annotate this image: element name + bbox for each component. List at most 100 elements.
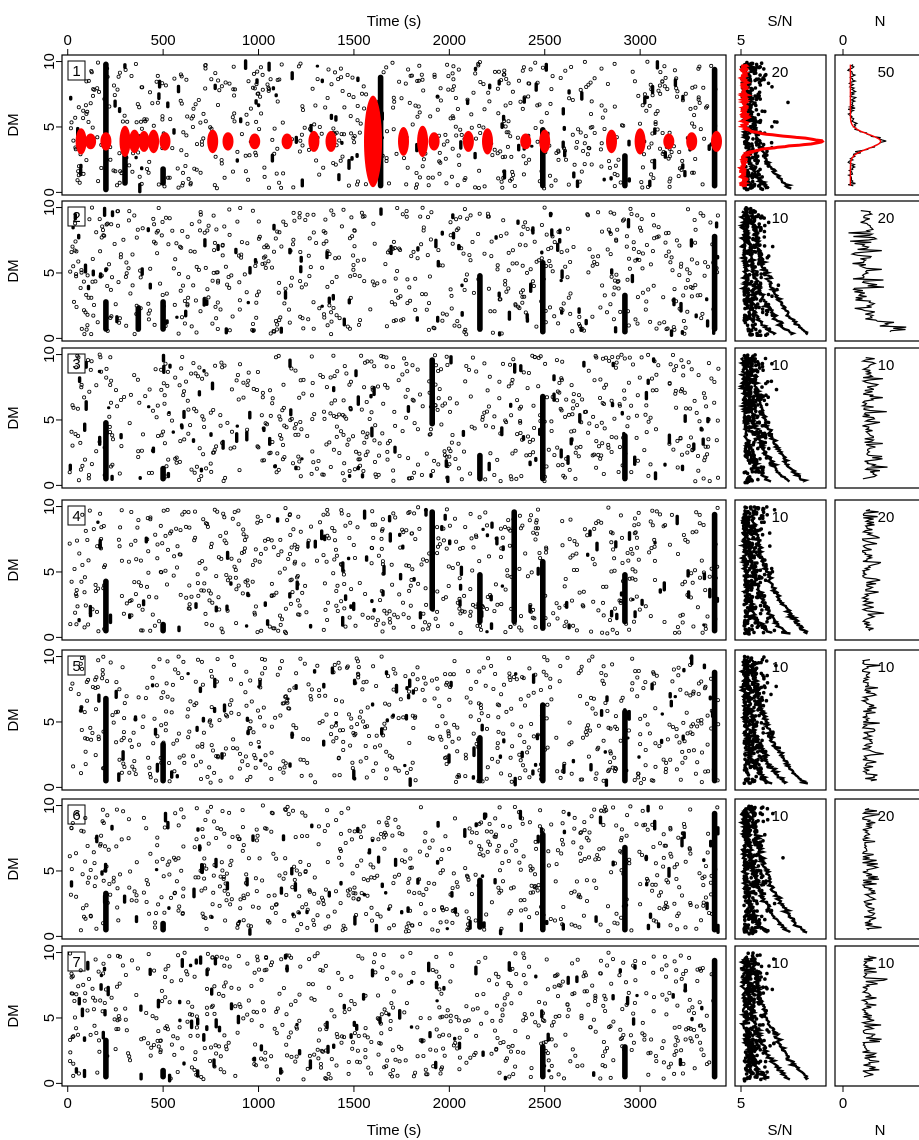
data-point bbox=[685, 731, 690, 736]
candidate-streak bbox=[160, 465, 166, 482]
data-point bbox=[303, 583, 308, 588]
data-point bbox=[109, 222, 114, 227]
sn-point bbox=[769, 566, 774, 571]
data-point bbox=[373, 761, 378, 766]
data-point bbox=[382, 382, 387, 387]
data-point bbox=[87, 217, 92, 222]
data-point bbox=[121, 730, 126, 735]
point-cluster bbox=[312, 669, 317, 674]
data-point bbox=[690, 530, 695, 535]
data-point bbox=[424, 451, 429, 456]
data-point bbox=[501, 682, 506, 687]
data-point bbox=[391, 105, 396, 110]
data-point bbox=[521, 172, 526, 177]
data-point bbox=[339, 599, 344, 604]
data-point bbox=[260, 72, 265, 77]
sn-point bbox=[772, 120, 777, 124]
data-point bbox=[509, 381, 514, 386]
data-point bbox=[245, 778, 250, 783]
data-point bbox=[208, 125, 213, 130]
data-point bbox=[452, 659, 457, 664]
sn-point bbox=[758, 97, 762, 101]
point-cluster bbox=[350, 156, 354, 161]
data-point bbox=[201, 417, 206, 422]
data-point bbox=[312, 122, 317, 127]
sn-point bbox=[770, 85, 774, 89]
data-point bbox=[616, 279, 621, 284]
data-point bbox=[468, 511, 473, 516]
data-point bbox=[683, 537, 688, 542]
data-point bbox=[511, 357, 516, 362]
data-point bbox=[492, 414, 497, 419]
data-point bbox=[311, 460, 316, 465]
data-point bbox=[618, 309, 623, 314]
data-point bbox=[250, 579, 255, 584]
data-point bbox=[416, 104, 421, 109]
data-point bbox=[486, 286, 491, 291]
data-point bbox=[281, 382, 286, 387]
data-point bbox=[455, 183, 460, 188]
data-point bbox=[503, 630, 508, 635]
data-point bbox=[699, 780, 704, 785]
candidate-streak bbox=[711, 233, 718, 332]
data-point bbox=[92, 302, 97, 307]
data-point bbox=[82, 625, 87, 630]
sn-point bbox=[743, 449, 747, 454]
data-point bbox=[75, 538, 80, 543]
point-cluster bbox=[177, 625, 181, 633]
data-point bbox=[518, 697, 523, 702]
sn-point bbox=[753, 94, 757, 98]
data-point bbox=[341, 432, 346, 437]
data-point bbox=[393, 302, 398, 307]
data-point bbox=[696, 453, 701, 458]
sn-point bbox=[770, 124, 774, 129]
point-cluster bbox=[563, 150, 567, 158]
point-cluster bbox=[309, 123, 313, 133]
data-point bbox=[642, 448, 647, 453]
point-cluster bbox=[599, 709, 604, 717]
data-point bbox=[308, 524, 313, 529]
data-point bbox=[241, 380, 246, 385]
sn-point bbox=[758, 228, 763, 233]
data-point bbox=[334, 313, 339, 318]
sn-point bbox=[748, 461, 752, 465]
data-point bbox=[326, 536, 331, 541]
data-point bbox=[633, 669, 638, 674]
data-point bbox=[71, 264, 76, 269]
data-point bbox=[363, 592, 368, 597]
data-point bbox=[554, 735, 559, 740]
data-point bbox=[611, 547, 616, 552]
data-point bbox=[520, 106, 525, 111]
data-point bbox=[398, 247, 403, 252]
data-point bbox=[76, 105, 81, 110]
data-point bbox=[206, 588, 211, 593]
data-point bbox=[578, 668, 583, 673]
data-point bbox=[635, 545, 640, 550]
point-cluster bbox=[322, 682, 326, 689]
data-point bbox=[246, 177, 251, 182]
data-point bbox=[580, 397, 585, 402]
data-point bbox=[203, 119, 208, 124]
point-cluster bbox=[659, 738, 664, 745]
data-point bbox=[632, 531, 637, 536]
data-point bbox=[86, 295, 91, 300]
data-point bbox=[392, 612, 397, 617]
data-point bbox=[448, 220, 453, 225]
data-point bbox=[589, 629, 594, 634]
data-point bbox=[281, 770, 286, 775]
point-cluster bbox=[500, 584, 505, 588]
data-point bbox=[611, 317, 616, 322]
data-point bbox=[683, 755, 688, 760]
data-point bbox=[472, 426, 477, 431]
data-point bbox=[651, 671, 656, 676]
data-point bbox=[137, 105, 142, 110]
data-point bbox=[156, 205, 161, 210]
point-cluster bbox=[176, 84, 181, 94]
data-point bbox=[456, 441, 461, 446]
data-point bbox=[83, 103, 88, 108]
data-point bbox=[234, 621, 239, 626]
data-point bbox=[255, 520, 260, 525]
data-point bbox=[147, 308, 152, 313]
point-cluster bbox=[522, 96, 526, 104]
data-point bbox=[569, 65, 574, 70]
